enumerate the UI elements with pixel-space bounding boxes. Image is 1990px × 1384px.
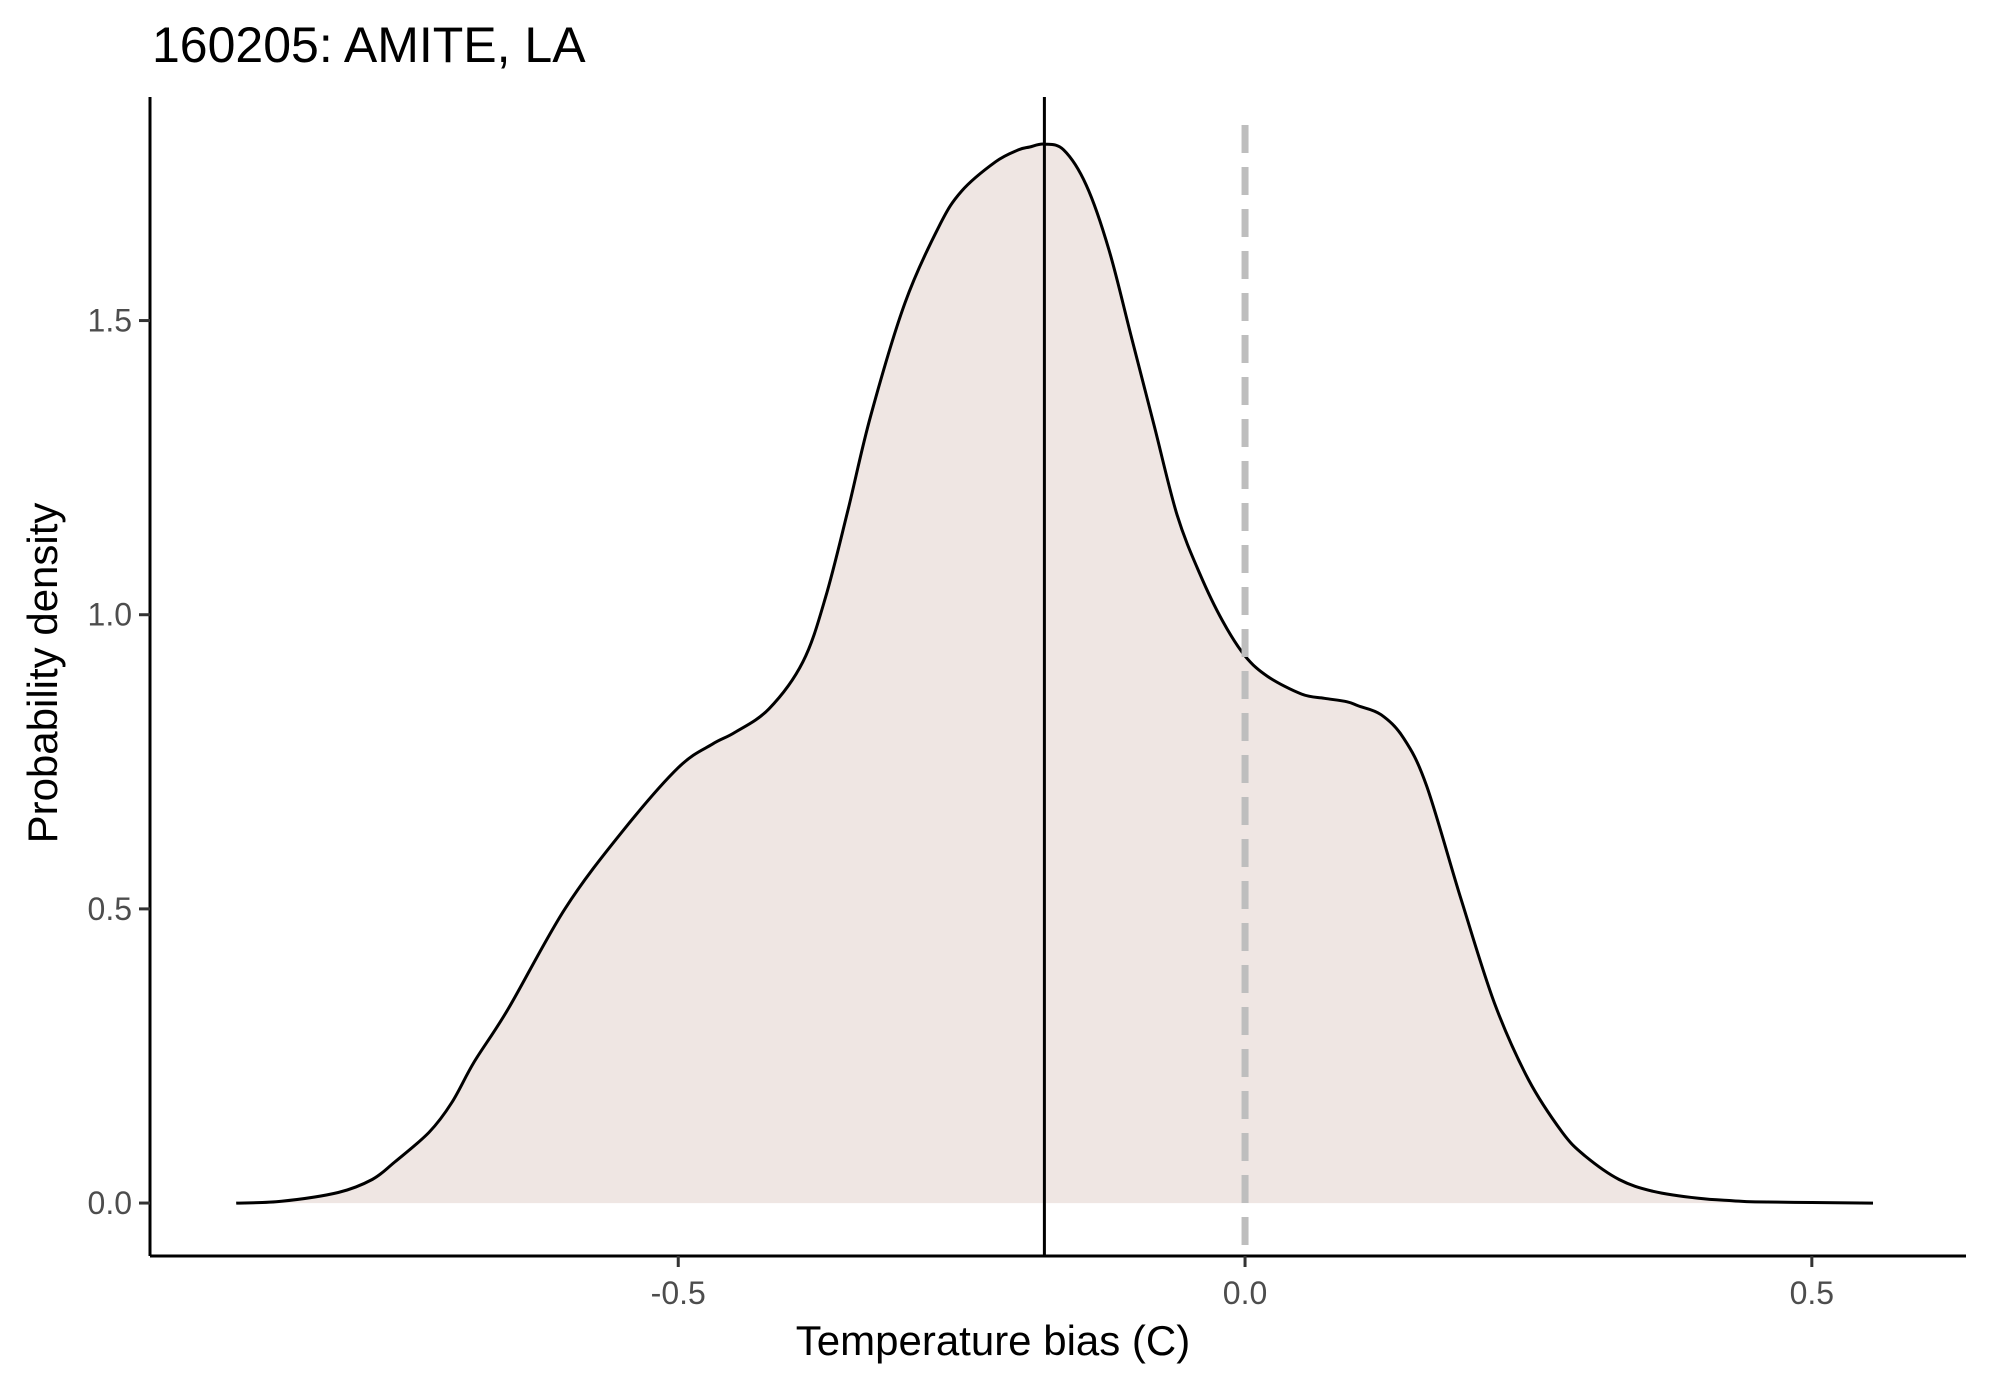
x-axis-title: Temperature bias (C) <box>796 1317 1190 1364</box>
x-tick-label: 0.0 <box>1223 1275 1267 1311</box>
y-tick-label: 0.5 <box>88 891 132 927</box>
density-curve <box>236 142 1874 1205</box>
axes: 0.0 0.5 1.0 1.5 -0.5 0.0 0.5 <box>88 97 1966 1311</box>
y-tick-label: 1.0 <box>88 597 132 633</box>
y-tick-label: 1.5 <box>88 303 132 339</box>
chart-title: 160205: AMITE, LA <box>152 17 586 73</box>
density-area-fill <box>236 144 1874 1204</box>
x-tick-label: -0.5 <box>651 1275 706 1311</box>
y-tick-label: 0.0 <box>88 1185 132 1221</box>
y-axis-title: Probability density <box>19 503 66 844</box>
x-tick-label: 0.5 <box>1790 1275 1834 1311</box>
